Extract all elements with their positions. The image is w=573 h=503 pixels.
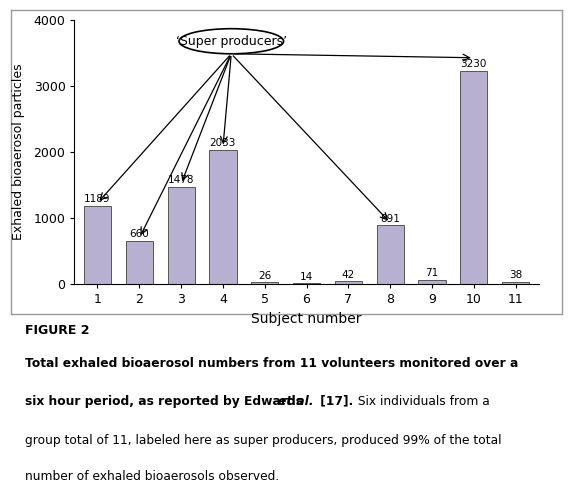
Text: [17].: [17].: [316, 395, 354, 408]
Bar: [167, 187, 195, 284]
X-axis label: Subject number: Subject number: [252, 312, 362, 326]
Bar: [418, 280, 446, 284]
Text: 1478: 1478: [168, 175, 194, 185]
Text: 660: 660: [129, 229, 149, 239]
Bar: [502, 282, 529, 284]
Bar: [335, 281, 362, 284]
Bar: [293, 283, 320, 284]
Text: 38: 38: [509, 270, 522, 280]
Text: six hour period, as reported by Edwards: six hour period, as reported by Edwards: [25, 395, 308, 408]
Text: group total of 11, labeled here as super producers, produced 99% of the total: group total of 11, labeled here as super…: [25, 434, 502, 447]
Text: Total exhaled bioaerosol numbers from 11 volunteers monitored over a: Total exhaled bioaerosol numbers from 11…: [25, 357, 519, 370]
Text: 14: 14: [300, 272, 313, 282]
Text: ‘Super producers’: ‘Super producers’: [176, 35, 287, 48]
Bar: [251, 283, 278, 284]
Text: 26: 26: [258, 271, 272, 281]
Bar: [460, 71, 488, 284]
Y-axis label: Exhaled bioaerosol particles: Exhaled bioaerosol particles: [12, 64, 25, 240]
Text: 1189: 1189: [84, 194, 111, 204]
Text: 71: 71: [425, 268, 438, 278]
Text: Six individuals from a: Six individuals from a: [354, 395, 490, 408]
Text: et al.: et al.: [278, 395, 314, 408]
Text: number of exhaled bioaerosols observed.: number of exhaled bioaerosols observed.: [25, 470, 280, 483]
Text: 42: 42: [342, 270, 355, 280]
Text: FIGURE 2: FIGURE 2: [25, 324, 90, 337]
Bar: [209, 150, 237, 284]
Text: 891: 891: [380, 214, 400, 224]
Bar: [84, 206, 111, 284]
Text: 3230: 3230: [461, 59, 487, 69]
Bar: [125, 240, 153, 284]
Bar: [376, 225, 404, 284]
Text: 2033: 2033: [210, 138, 236, 148]
